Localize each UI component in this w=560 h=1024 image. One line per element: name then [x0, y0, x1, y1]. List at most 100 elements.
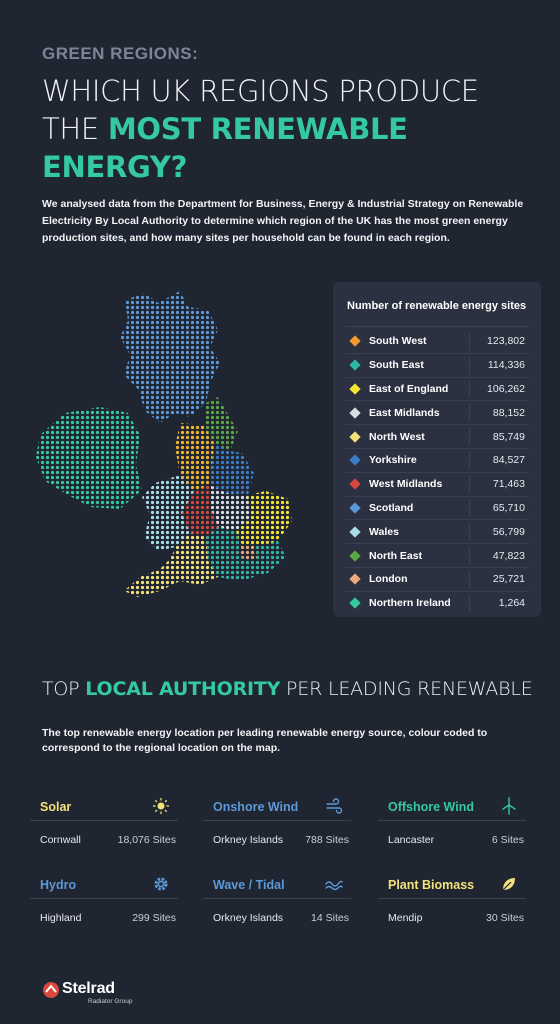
column-separator: [469, 356, 470, 374]
region-site-count: 114,336: [487, 359, 525, 372]
section-2-title-plain-2: PER LEADING RENEWABLE: [280, 678, 533, 700]
region-site-count: 88,152: [492, 406, 525, 419]
source-label: Wave / Tidal: [213, 878, 285, 892]
region-color-marker: [349, 430, 361, 443]
section-2-title: TOP LOCAL AUTHORITY PER LEADING RENEWABL…: [42, 678, 533, 700]
map-region-yorkshire: [210, 443, 254, 495]
column-separator: [469, 451, 470, 469]
region-name: East Midlands: [369, 406, 440, 419]
source-label: Hydro: [40, 878, 77, 892]
region-color-marker: [349, 383, 361, 395]
table-row: London 25,721: [345, 568, 529, 592]
title-line-1: WHICH UK REGIONS PRODUCE: [42, 74, 479, 108]
renewable-source-card: Plant Biomass Mendip 30 Sites: [378, 872, 526, 927]
map-region-west-midlands: [182, 485, 218, 537]
wind-turbine-icon: [500, 797, 518, 815]
map-region-east-midlands: [210, 485, 250, 531]
source-label: Offshore Wind: [388, 800, 474, 814]
top-local-authority: Cornwall: [40, 834, 81, 846]
site-count: 30 Sites: [486, 912, 524, 924]
table-row: North West 85,749: [345, 425, 529, 449]
region-color-marker: [349, 454, 361, 467]
region-site-count: 123,802: [487, 335, 525, 348]
page-title: WHICH UK REGIONS PRODUCE THE MOST RENEWA…: [42, 72, 542, 186]
region-site-count: 56,799: [492, 525, 525, 538]
site-count: 299 Sites: [132, 912, 176, 924]
logo-subtitle: Radiator Group: [88, 998, 133, 1005]
region-name: London: [369, 573, 408, 586]
wind-icon: [325, 797, 343, 815]
renewable-sites-table: Number of renewable energy sites South W…: [333, 282, 541, 617]
sun-icon: [152, 797, 170, 815]
card-header: Hydro: [30, 872, 178, 899]
column-separator: [469, 523, 470, 541]
table-divider: [345, 326, 529, 327]
table-row: South West 123,802: [345, 330, 529, 354]
region-color-marker: [349, 549, 361, 562]
table-row: West Midlands 71,463: [345, 473, 529, 497]
region-name: West Midlands: [369, 478, 443, 491]
region-color-marker: [349, 573, 361, 586]
column-separator: [469, 475, 470, 493]
table-rows: South West 123,802 South East 114,336 East o…: [345, 330, 529, 615]
logo-name: Stelrad: [62, 980, 115, 997]
section-2-title-plain-1: TOP: [42, 678, 86, 700]
renewable-source-card: Onshore Wind Orkney Islands 788 Sites: [203, 794, 351, 849]
region-name: Yorkshire: [369, 454, 417, 467]
region-site-count: 65,710: [492, 501, 525, 514]
region-name: Scotland: [369, 501, 414, 514]
header: GREEN REGIONS: WHICH UK REGIONS PRODUCE …: [42, 44, 542, 186]
region-site-count: 47,823: [492, 549, 525, 562]
region-color-marker: [349, 597, 361, 609]
top-local-authority: Lancaster: [388, 834, 435, 846]
region-site-count: 71,463: [492, 478, 525, 491]
map-region-east-of-england: [236, 491, 292, 547]
region-color-marker: [349, 359, 361, 371]
region-name: Northern Ireland: [369, 597, 451, 610]
card-header: Onshore Wind: [203, 794, 351, 821]
region-color-marker: [349, 478, 361, 490]
column-separator: [469, 404, 470, 422]
table-row: East of England 106,262: [345, 378, 529, 402]
column-separator: [469, 428, 470, 445]
region-site-count: 106,262: [487, 382, 525, 395]
leaf-icon: [500, 875, 518, 893]
region-name: Wales: [369, 525, 399, 538]
card-header: Wave / Tidal: [203, 872, 351, 899]
renewable-source-cards: Solar Cornwall 18,076 Sites Onshore Wind Ork…: [30, 794, 540, 934]
column-separator: [469, 547, 470, 564]
section-2-title-accent: LOCAL AUTHORITY: [85, 678, 281, 700]
section-2-description: The top renewable energy location per le…: [42, 727, 488, 754]
renewable-source-card: Offshore Wind Lancaster 6 Sites: [378, 794, 526, 849]
region-name: South East: [369, 359, 424, 372]
region-site-count: 84,527: [492, 454, 525, 467]
map-region-south-east: [206, 527, 286, 581]
column-separator: [469, 570, 470, 588]
map-region-scotland: [120, 291, 220, 423]
table-row: Northern Ireland 1,264: [345, 592, 529, 615]
card-header: Offshore Wind: [378, 794, 526, 821]
map-region-north-east: [204, 397, 238, 451]
renewable-source-card: Solar Cornwall 18,076 Sites: [30, 794, 178, 849]
table-row: North East 47,823: [345, 544, 529, 568]
top-local-authority: Mendip: [388, 912, 423, 924]
stelrad-logo: Stelrad Radiator Group: [42, 980, 162, 1008]
title-accent: MOST RENEWABLE ENERGY?: [42, 112, 408, 184]
table-row: Wales 56,799: [345, 520, 529, 545]
region-name: South West: [369, 335, 427, 348]
column-separator: [469, 499, 470, 517]
title-plain: THE: [42, 112, 108, 146]
intro-text: We analysed data from the Department for…: [42, 198, 524, 244]
region-color-marker: [349, 407, 361, 419]
table-row: South East 114,336: [345, 354, 529, 378]
card-header: Solar: [30, 794, 178, 821]
source-label: Solar: [40, 800, 72, 814]
source-label: Plant Biomass: [388, 878, 475, 892]
gear-icon: [152, 875, 170, 893]
table-row: Yorkshire 84,527: [345, 449, 529, 473]
column-separator: [469, 594, 470, 612]
site-count: 14 Sites: [311, 912, 349, 924]
map-region-london: [238, 543, 258, 561]
region-name: North East: [369, 549, 423, 562]
stelrad-logo-icon: [43, 982, 59, 998]
